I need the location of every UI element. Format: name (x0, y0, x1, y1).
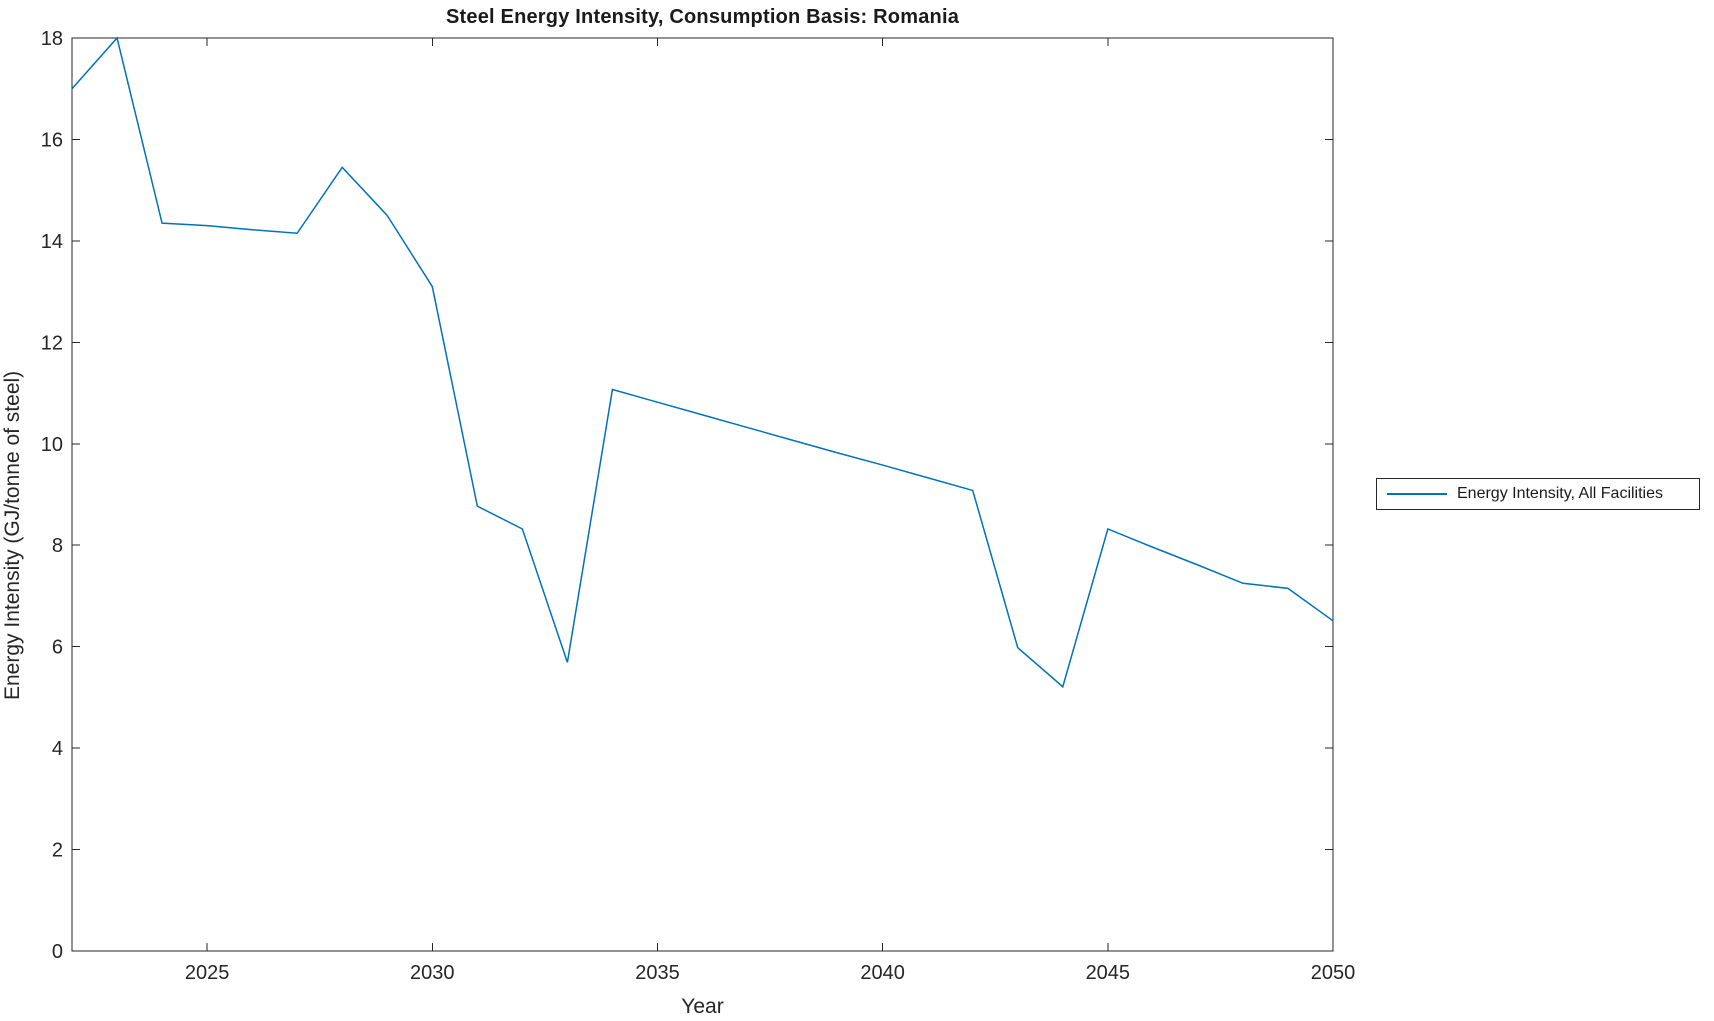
y-tick-label: 0 (52, 941, 63, 963)
y-tick-label: 2 (52, 840, 63, 862)
x-axis-label: Year (681, 995, 724, 1018)
x-tick-label: 2050 (1311, 962, 1356, 984)
y-tick-label: 10 (41, 434, 63, 456)
legend-line-sample-icon (1387, 493, 1447, 495)
y-tick-label: 6 (52, 637, 63, 659)
plot-box (71, 37, 1334, 952)
y-tick-label: 12 (41, 332, 63, 354)
y-axis-label: Energy Intensity (GJ/tonne of steel) (1, 370, 24, 700)
x-tick-label: 2035 (635, 962, 680, 984)
x-tick-label: 2040 (860, 962, 905, 984)
y-tick-label: 8 (52, 535, 63, 557)
y-tick-label: 14 (41, 231, 63, 253)
x-tick-label: 2045 (1086, 962, 1131, 984)
legend: Energy Intensity, All Facilities (1376, 478, 1700, 510)
legend-entry-label: Energy Intensity, All Facilities (1457, 485, 1664, 502)
chart-title: Steel Energy Intensity, Consumption Basi… (445, 6, 960, 28)
x-tick-label: 2025 (185, 962, 230, 984)
y-tick-label: 18 (41, 28, 63, 50)
y-tick-label: 16 (41, 129, 63, 151)
y-tick-label: 4 (52, 738, 63, 760)
x-tick-label: 2030 (410, 962, 455, 984)
series-line-energy-intensity (71, 36, 1334, 689)
